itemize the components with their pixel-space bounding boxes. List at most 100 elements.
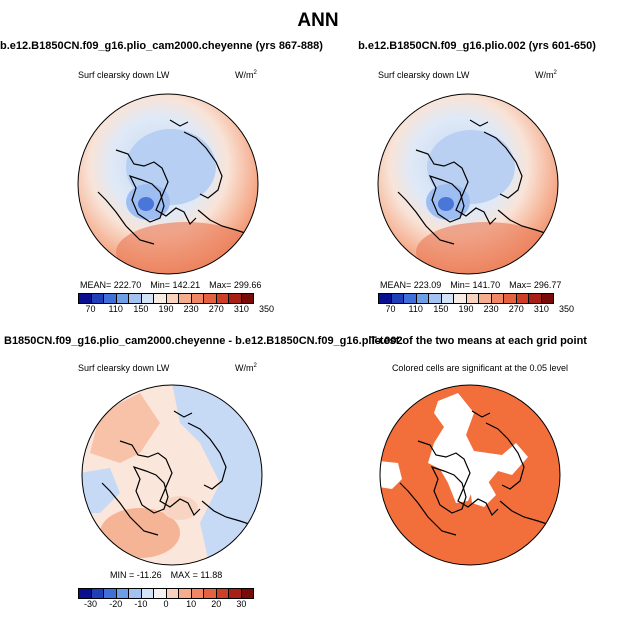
panel1-min: Min= 142.21 <box>150 280 201 290</box>
colorbar-tick-label: 270 <box>208 304 224 314</box>
panel3-title: B1850CN.f09_g16.plio_cam2000.cheyenne - … <box>4 335 403 347</box>
colorbar-tick-label: 70 <box>85 304 96 314</box>
colorbar-box <box>391 294 404 303</box>
panel3-min: MIN = -11.26 <box>110 570 162 580</box>
colorbar-box <box>79 294 92 303</box>
colorbar-tick-label: 190 <box>158 304 174 314</box>
panel2-colorbar: 70 110 150 190 230 270 310 350 <box>378 293 574 316</box>
panel1-map <box>77 93 259 275</box>
colorbar-box <box>441 294 454 303</box>
panel3-cool-region-west <box>82 468 120 513</box>
colorbar-tick-label: 150 <box>133 304 149 314</box>
panel1-stats: MEAN= 222.70 Min= 142.21 Max= 299.66 <box>80 280 270 290</box>
panel3-map <box>81 384 263 566</box>
colorbar-box <box>91 589 104 598</box>
panel2-title: b.e12.B1850CN.f09_g16.plio.002 (yrs 601-… <box>358 40 596 52</box>
colorbar-tick-label: 230 <box>483 304 499 314</box>
colorbar-tick-label: 150 <box>433 304 449 314</box>
colorbar-box <box>154 294 167 303</box>
colorbar-box <box>141 294 154 303</box>
panel4-insignificant-region-west <box>380 461 402 489</box>
colorbar-box <box>141 589 154 598</box>
panel4-title: T-test of the two means at each grid poi… <box>370 335 587 347</box>
colorbar-box <box>541 294 553 303</box>
panel2-units: W/m2 <box>535 70 557 80</box>
panel2-mean: MEAN= 223.09 <box>380 280 442 290</box>
figure-title: ANN <box>297 10 339 31</box>
colorbar-tick-label: 310 <box>233 304 249 314</box>
panel4-coastlines <box>399 410 551 536</box>
colorbar-box <box>454 294 467 303</box>
colorbar-box <box>191 589 204 598</box>
colorbar-box <box>491 294 504 303</box>
panel3-colorbar-ticks: -30 -20 -10 0 10 20 30 <box>78 599 254 611</box>
panel4-map-border <box>379 384 561 566</box>
panel2-max: Max= 296.77 <box>509 280 562 290</box>
colorbar-box <box>129 589 142 598</box>
colorbar-box <box>91 294 104 303</box>
colorbar-box <box>229 294 242 303</box>
panel2-min: Min= 141.70 <box>450 280 501 290</box>
colorbar-tick-label: 10 <box>186 599 197 609</box>
colorbar-tick-label: 70 <box>385 304 396 314</box>
colorbar-box <box>116 589 129 598</box>
panel2-greenland-min <box>438 197 454 211</box>
colorbar-tick-label: 110 <box>108 304 123 314</box>
panel4-map <box>379 384 561 566</box>
panel3-stats: MIN = -11.26 MAX = 11.88 <box>110 570 231 580</box>
panel3-map-border <box>81 384 263 566</box>
colorbar-box <box>229 589 242 598</box>
colorbar-box <box>516 294 529 303</box>
colorbar-box <box>204 589 217 598</box>
panel2-colorbar-boxes <box>378 293 554 304</box>
colorbar-box <box>179 294 192 303</box>
colorbar-box <box>241 589 253 598</box>
panel1-units: W/m2 <box>235 70 257 80</box>
colorbar-box <box>166 589 179 598</box>
panel2-coastlines <box>397 119 549 245</box>
colorbar-box <box>179 589 192 598</box>
colorbar-box <box>166 294 179 303</box>
colorbar-box <box>504 294 517 303</box>
colorbar-tick-label: 350 <box>559 304 575 314</box>
colorbar-tick-label: 30 <box>236 599 247 609</box>
colorbar-box <box>416 294 429 303</box>
panel4-insignificant-region-central <box>428 393 528 503</box>
panel3-neutral-patch <box>162 496 198 520</box>
panel2-map <box>377 93 559 275</box>
colorbar-tick-label: 270 <box>508 304 524 314</box>
panel2-map-border <box>377 93 559 275</box>
panel1-colorbar-boxes <box>78 293 254 304</box>
panel3-warm-patch-s <box>100 508 180 558</box>
colorbar-box <box>466 294 479 303</box>
colorbar-box <box>379 294 392 303</box>
colorbar-box <box>404 294 417 303</box>
colorbar-tick-label: -20 <box>109 599 123 609</box>
panel2-variable-label: Surf clearsky down LW <box>378 70 470 80</box>
panel2-stats: MEAN= 223.09 Min= 141.70 Max= 296.77 <box>380 280 570 290</box>
panel3-variable-label: Surf clearsky down LW <box>78 363 170 373</box>
panel1-map-border <box>77 93 259 275</box>
colorbar-box <box>529 294 542 303</box>
colorbar-box <box>191 294 204 303</box>
panel3-coastlines <box>101 410 253 536</box>
colorbar-box <box>79 589 92 598</box>
colorbar-tick-label: 230 <box>183 304 199 314</box>
colorbar-box <box>104 294 117 303</box>
panel4-significance-label: Colored cells are significant at the 0.0… <box>391 363 569 373</box>
colorbar-tick-label: -10 <box>134 599 148 609</box>
colorbar-box <box>216 294 229 303</box>
colorbar-box <box>104 589 117 598</box>
panel1-mean: MEAN= 222.70 <box>80 280 142 290</box>
colorbar-tick-label: 20 <box>211 599 222 609</box>
panel1-colorbar-ticks: 70 110 150 190 230 270 310 350 <box>78 304 275 316</box>
panel1-variable-label: Surf clearsky down LW <box>78 70 170 80</box>
colorbar-tick-label: 0 <box>163 599 169 609</box>
colorbar-tick-label: -30 <box>84 599 98 609</box>
panel1-colorbar: 70 110 150 190 230 270 310 350 <box>78 293 275 316</box>
colorbar-tick-label: 190 <box>458 304 474 314</box>
colorbar-box <box>204 294 217 303</box>
colorbar-box <box>116 294 129 303</box>
colorbar-box <box>129 294 142 303</box>
panel1-coastlines <box>97 119 249 245</box>
